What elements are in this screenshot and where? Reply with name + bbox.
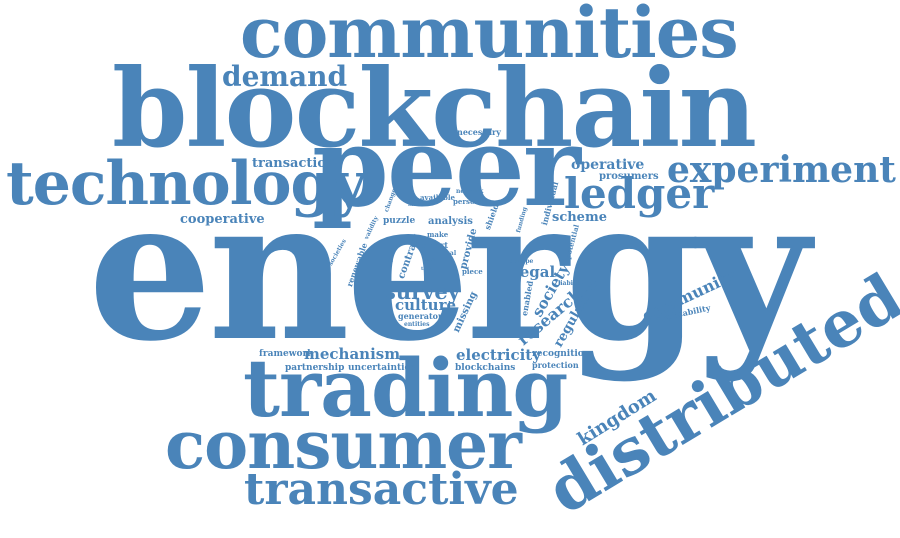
word-framework: framework [259, 349, 314, 359]
word-personal: personal [453, 197, 487, 206]
word-limited: limited [408, 202, 428, 208]
word-analysis: analysis [428, 216, 473, 227]
word-puzzle: puzzle [383, 216, 416, 226]
word-uncertainties: uncertainties [348, 363, 416, 373]
word-protection: protection [532, 360, 579, 370]
word-operative: operative [571, 157, 645, 173]
word-blockchains: blockchains [455, 363, 516, 373]
word-transactive: transactive [244, 464, 519, 515]
word-electricity: electricity [456, 346, 541, 364]
word-communities: communities [240, 0, 739, 74]
word-liability: liability [558, 280, 584, 287]
word-culture: culture [395, 296, 457, 314]
word-prosumers: prosumers [599, 171, 659, 182]
word-peer: peer [312, 102, 581, 231]
word-network: network [456, 188, 484, 195]
word-experiment: experiment [667, 149, 896, 191]
word-make: make [427, 230, 449, 239]
word-consumer: consumer [165, 406, 522, 484]
word-necessary: necessary [457, 127, 501, 137]
word-piece: piece [462, 267, 483, 276]
word-transaction: transaction [252, 156, 336, 171]
word-cooperative: cooperative [180, 212, 265, 227]
word-trading: trading [243, 341, 568, 435]
word-entities: entities [404, 321, 430, 328]
word-technology: technology [6, 149, 366, 219]
word-partnership: partnership [285, 363, 345, 373]
word-talk: talk [421, 266, 432, 272]
word-scheme: scheme [552, 210, 607, 225]
word-europe: europe [510, 258, 534, 265]
word-survey: survey [384, 279, 460, 304]
word-recognition: recognition [532, 349, 591, 359]
word-ledger: ledger [564, 169, 715, 218]
word-social: social [423, 257, 440, 263]
word-blockchain: blockchain [112, 46, 757, 172]
word-generator: generator [398, 311, 443, 321]
word-available: available [420, 193, 455, 202]
word-legal: legal [514, 263, 556, 281]
word-local: local [440, 250, 457, 257]
word-energy: energy [88, 155, 810, 384]
word-demand: demand [222, 60, 348, 93]
word-smart: smart [422, 240, 449, 250]
word-mechanism: mechanism [304, 345, 401, 363]
